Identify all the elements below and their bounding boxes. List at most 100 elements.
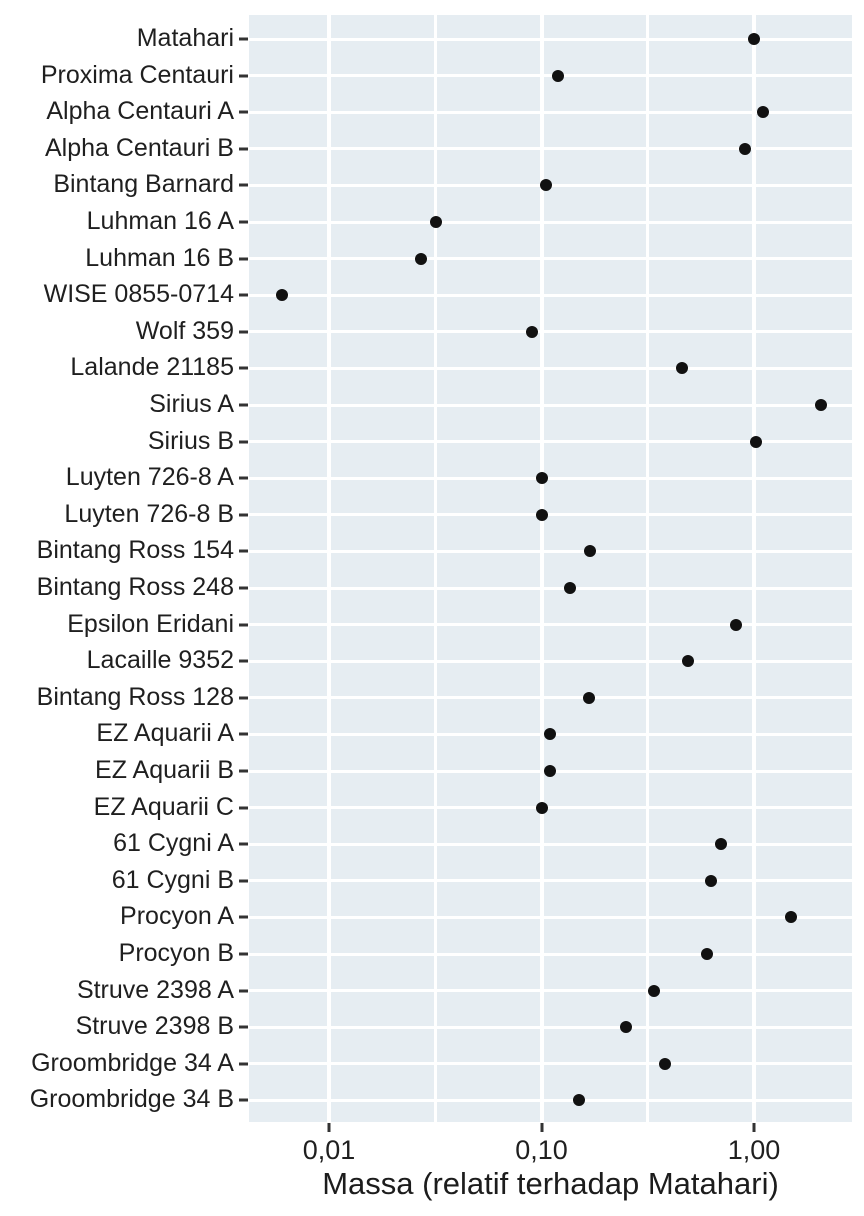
y-tick-mark	[239, 696, 248, 700]
y-major-gridline	[249, 513, 852, 517]
y-tick-mark	[239, 513, 248, 517]
y-major-gridline	[249, 220, 852, 224]
y-major-gridline	[249, 586, 852, 590]
data-point	[749, 435, 762, 448]
y-axis-label: Lacaille 9352	[86, 646, 234, 675]
y-axis-label: Sirius B	[147, 426, 234, 455]
y-major-gridline	[249, 440, 852, 444]
data-point	[658, 1057, 671, 1070]
y-tick-mark	[239, 659, 248, 663]
y-axis-label: 61 Cygni B	[111, 865, 234, 894]
y-major-gridline	[249, 1025, 852, 1029]
y-major-gridline	[249, 147, 852, 151]
y-major-gridline	[249, 1098, 852, 1102]
y-major-gridline	[249, 257, 852, 261]
y-axis-label: Wolf 359	[135, 316, 234, 345]
y-axis-label: Proxima Centauri	[40, 60, 234, 89]
y-axis-label: Groombridge 34 A	[31, 1048, 234, 1077]
y-major-gridline	[249, 842, 852, 846]
y-tick-mark	[239, 952, 248, 956]
x-tick-mark	[327, 1123, 331, 1132]
data-point	[275, 289, 288, 302]
y-tick-mark	[239, 183, 248, 187]
y-major-gridline	[249, 879, 852, 883]
data-point	[814, 399, 827, 411]
y-tick-mark	[239, 257, 248, 261]
y-axis-label: Luhman 16 A	[86, 206, 234, 235]
data-point	[648, 984, 661, 997]
y-axis-label: Bintang Ross 154	[36, 536, 234, 565]
x-tick-label: 1,00	[727, 1135, 781, 1165]
y-tick-mark	[239, 915, 248, 919]
data-point	[676, 362, 689, 375]
x-minor-gridline	[646, 15, 650, 1122]
y-major-gridline	[249, 623, 852, 627]
y-tick-mark	[239, 586, 248, 590]
data-point	[620, 1021, 633, 1034]
data-point	[540, 179, 552, 192]
y-axis-label: Struve 2398 A	[76, 975, 234, 1004]
y-axis-label: Luyten 726-8 B	[64, 499, 234, 528]
y-axis-label: 61 Cygni A	[113, 829, 234, 858]
y-axis-label: Epsilon Eridani	[67, 609, 234, 638]
y-major-gridline	[249, 659, 852, 663]
data-point	[544, 765, 557, 777]
y-tick-mark	[239, 842, 248, 846]
y-major-gridline	[249, 1062, 852, 1066]
y-axis-label: EZ Aquarii C	[93, 792, 234, 821]
x-tick-label: 0,10	[515, 1135, 568, 1165]
data-point	[525, 325, 538, 338]
data-point	[682, 655, 695, 668]
y-axis-label: Alpha Centauri B	[44, 133, 234, 162]
x-major-gridline	[752, 15, 756, 1122]
y-major-gridline	[249, 366, 852, 370]
data-point	[705, 874, 718, 887]
data-point	[535, 508, 548, 521]
y-tick-mark	[239, 806, 248, 810]
y-tick-mark	[239, 1098, 248, 1102]
data-point	[739, 142, 752, 155]
y-tick-mark	[239, 37, 248, 41]
y-axis-label: Bintang Ross 128	[36, 682, 234, 711]
y-tick-mark	[239, 989, 248, 993]
y-axis-label: Luyten 726-8 A	[65, 463, 234, 492]
data-point	[785, 911, 798, 924]
y-axis-label: EZ Aquarii A	[96, 719, 234, 748]
y-tick-mark	[239, 769, 248, 773]
data-point	[715, 838, 728, 851]
y-major-gridline	[249, 915, 852, 919]
y-tick-mark	[239, 1062, 248, 1066]
y-tick-mark	[239, 476, 248, 480]
y-axis-label: EZ Aquarii B	[95, 755, 234, 784]
x-tick-mark	[752, 1123, 756, 1132]
y-major-gridline	[249, 806, 852, 810]
y-tick-mark	[239, 147, 248, 151]
y-axis-label: Struve 2398 B	[75, 1012, 234, 1041]
y-tick-mark	[239, 549, 248, 553]
data-point	[583, 691, 596, 704]
y-axis-label: WISE 0855-0714	[43, 280, 234, 309]
y-tick-mark	[239, 732, 248, 736]
y-tick-mark	[239, 220, 248, 224]
data-point	[535, 801, 548, 814]
y-tick-mark	[239, 879, 248, 883]
x-major-gridline	[539, 15, 544, 1122]
data-point	[552, 69, 565, 82]
y-axis-label: Procyon B	[118, 938, 234, 967]
x-minor-gridline	[433, 15, 437, 1122]
y-major-gridline	[249, 549, 852, 553]
y-tick-mark	[239, 1025, 248, 1029]
x-tick-mark	[540, 1123, 543, 1132]
x-axis-title: Massa (relatif terhadap Matahari)	[322, 1166, 779, 1201]
y-major-gridline	[249, 989, 852, 993]
y-axis-label: Bintang Barnard	[53, 170, 234, 199]
y-tick-mark	[239, 74, 248, 78]
y-major-gridline	[249, 952, 852, 956]
data-point	[535, 472, 548, 485]
data-point	[756, 106, 769, 119]
y-axis-label: Matahari	[136, 23, 234, 52]
y-major-gridline	[249, 74, 852, 78]
y-major-gridline	[249, 476, 852, 480]
data-point	[729, 618, 742, 631]
